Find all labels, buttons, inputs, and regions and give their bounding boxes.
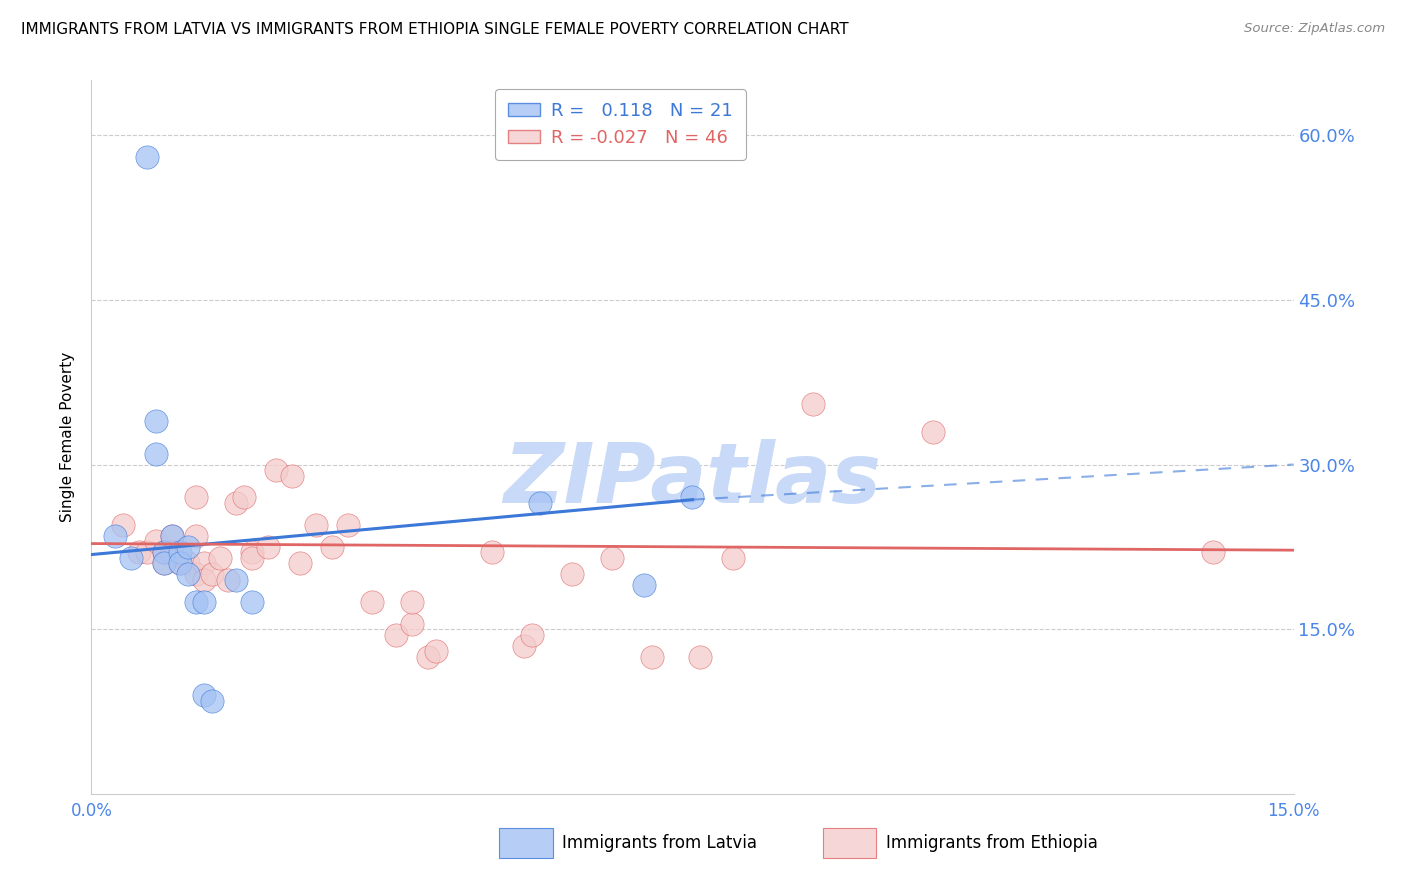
- Point: [145, 446, 167, 460]
- Point: [240, 595, 263, 609]
- Point: [689, 649, 711, 664]
- Text: ZIPatlas: ZIPatlas: [503, 440, 882, 520]
- Point: [193, 557, 215, 571]
- Point: [201, 693, 224, 707]
- Point: [681, 491, 703, 505]
- Point: [121, 550, 143, 565]
- Point: [152, 545, 174, 559]
- Point: [217, 573, 239, 587]
- Point: [160, 545, 183, 559]
- Point: [184, 567, 207, 582]
- Point: [160, 529, 183, 543]
- Point: [169, 557, 191, 571]
- Point: [184, 595, 207, 609]
- Point: [169, 557, 191, 571]
- Point: [336, 517, 359, 532]
- Point: [145, 534, 167, 549]
- Point: [240, 550, 263, 565]
- Point: [169, 545, 191, 559]
- Point: [193, 688, 215, 702]
- Y-axis label: Single Female Poverty: Single Female Poverty: [60, 352, 76, 522]
- Point: [522, 628, 544, 642]
- Text: Immigrants from Latvia: Immigrants from Latvia: [562, 834, 758, 852]
- Point: [922, 425, 945, 439]
- Point: [801, 397, 824, 411]
- Point: [176, 567, 198, 582]
- Point: [152, 557, 174, 571]
- Point: [401, 616, 423, 631]
- Point: [1202, 545, 1225, 559]
- Point: [136, 150, 159, 164]
- Point: [481, 545, 503, 559]
- Point: [281, 468, 304, 483]
- Point: [184, 529, 207, 543]
- Point: [641, 649, 664, 664]
- Point: [208, 550, 231, 565]
- Point: [184, 491, 207, 505]
- Point: [321, 540, 343, 554]
- Point: [193, 595, 215, 609]
- Point: [225, 573, 247, 587]
- Point: [633, 578, 655, 592]
- Point: [136, 545, 159, 559]
- Point: [721, 550, 744, 565]
- Point: [152, 557, 174, 571]
- Text: Immigrants from Ethiopia: Immigrants from Ethiopia: [886, 834, 1098, 852]
- Point: [360, 595, 382, 609]
- Point: [152, 545, 174, 559]
- Point: [232, 491, 254, 505]
- Point: [256, 540, 278, 554]
- Point: [529, 496, 551, 510]
- Point: [112, 517, 135, 532]
- Point: [104, 529, 127, 543]
- Text: Source: ZipAtlas.com: Source: ZipAtlas.com: [1244, 22, 1385, 36]
- Point: [176, 557, 198, 571]
- Point: [240, 545, 263, 559]
- Point: [225, 496, 247, 510]
- Point: [305, 517, 328, 532]
- Point: [385, 628, 408, 642]
- Bar: [499, 828, 553, 858]
- Point: [561, 567, 583, 582]
- Point: [288, 557, 311, 571]
- Point: [201, 567, 224, 582]
- Point: [145, 414, 167, 428]
- Point: [176, 540, 198, 554]
- Point: [513, 639, 536, 653]
- Point: [401, 595, 423, 609]
- Point: [160, 529, 183, 543]
- Legend: R =   0.118   N = 21, R = -0.027   N = 46: R = 0.118 N = 21, R = -0.027 N = 46: [495, 89, 745, 160]
- Bar: [823, 828, 876, 858]
- Point: [416, 649, 439, 664]
- Point: [602, 550, 624, 565]
- Point: [425, 644, 447, 658]
- Point: [264, 463, 287, 477]
- Point: [128, 545, 150, 559]
- Point: [193, 573, 215, 587]
- Text: IMMIGRANTS FROM LATVIA VS IMMIGRANTS FROM ETHIOPIA SINGLE FEMALE POVERTY CORRELA: IMMIGRANTS FROM LATVIA VS IMMIGRANTS FRO…: [21, 22, 849, 37]
